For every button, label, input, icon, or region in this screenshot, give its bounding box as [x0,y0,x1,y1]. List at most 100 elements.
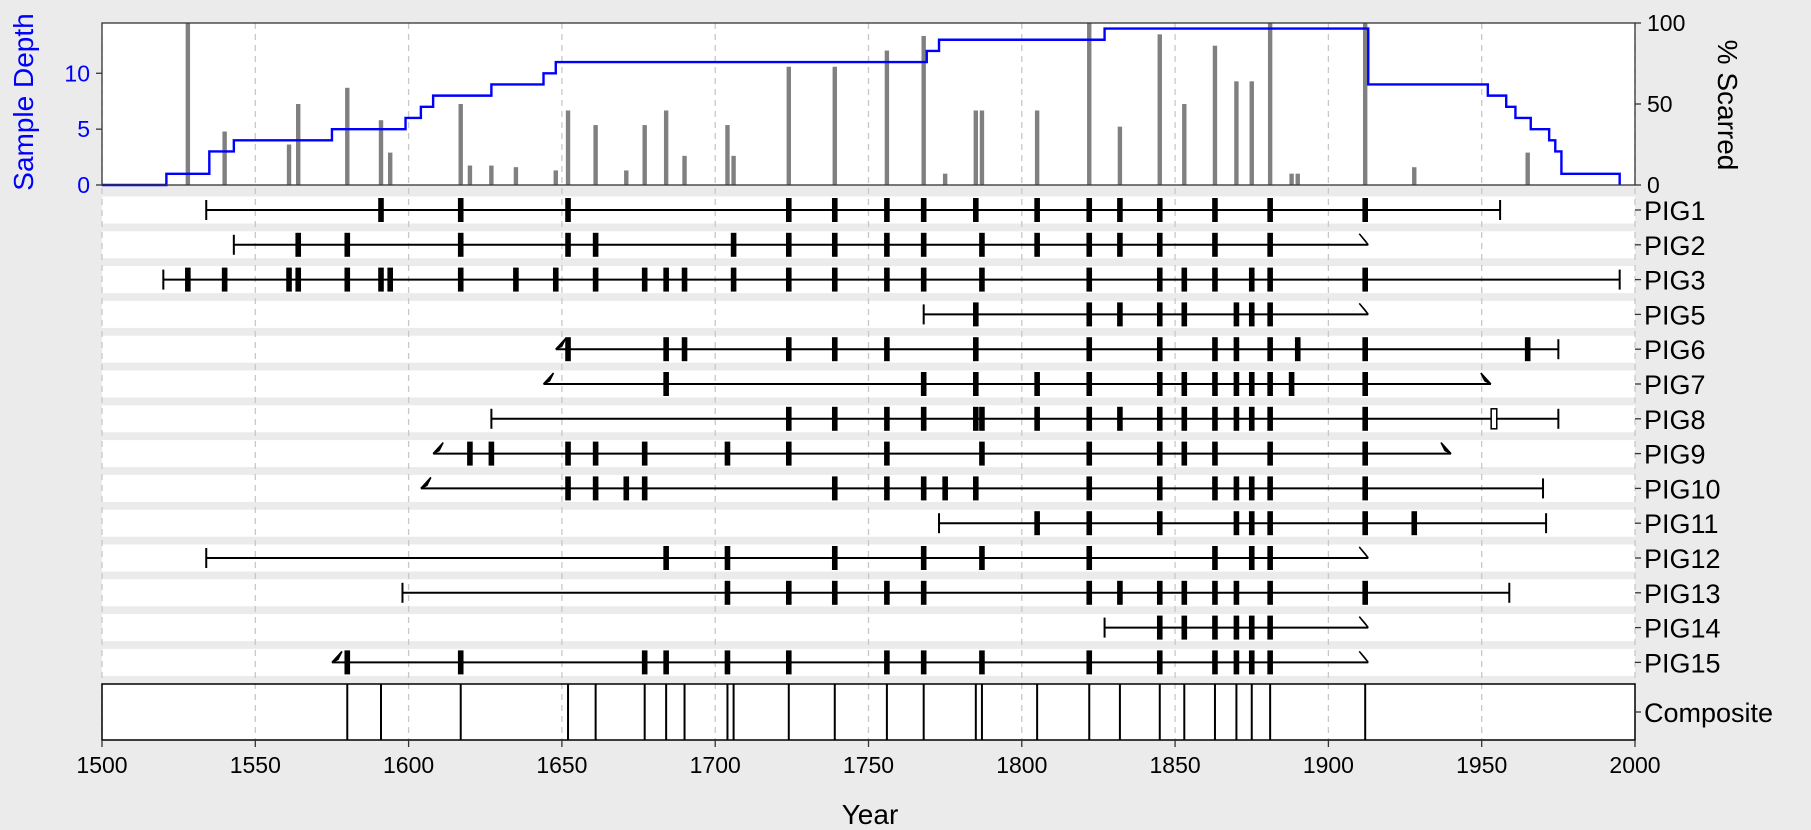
series-label: PIG6 [1644,335,1706,365]
fire-scar [831,476,838,501]
fire-scar [884,580,890,605]
fire-scar [1267,198,1273,222]
series-label: PIG15 [1644,648,1721,678]
percent-scarred-bar [1034,110,1040,185]
fire-scar [1156,650,1163,675]
fire-scar [884,650,890,675]
fire-scar [592,476,599,501]
fire-scar [884,198,890,222]
fire-scar [1212,441,1218,466]
fire-scar [973,372,979,396]
fire-scar [1117,302,1123,327]
fire-scar [1267,615,1273,640]
fire-scar [565,198,571,222]
fire-scar [973,198,979,222]
fire-scar [1267,232,1273,257]
percent-scarred-bar [1295,173,1300,185]
fire-scar [785,441,792,466]
vertical-gridlines [101,23,1636,740]
percent-scarred-bar [1157,34,1162,186]
series-label: PIG13 [1644,579,1721,609]
recorder-end-marker [1358,233,1369,246]
fire-scar [681,337,688,362]
inner-ring-marker [432,442,444,455]
fire-scar [979,546,985,570]
fire-scar [831,546,838,570]
fire-scar [467,441,473,466]
recorder-end-marker [1358,546,1369,559]
percent-scarred-bar [1289,173,1294,185]
percent-scarred-bar [553,170,558,185]
fire-scar [730,232,737,257]
percent-scarred-bar [786,66,791,185]
x-tick-label: 1600 [383,752,434,778]
fire-scar [1248,615,1255,640]
fire-scar [641,267,648,292]
x-tick-label: 1800 [996,752,1047,778]
fire-scar [565,337,571,362]
fire-scar [1524,337,1531,362]
fire-scar [1156,615,1163,640]
fire-scar [1181,267,1188,292]
left-y-tick-label: 10 [64,60,90,86]
fire-scar [592,232,599,257]
percent-scarred-bar [725,125,730,185]
fire-scar [1034,232,1040,257]
fire-scar [979,232,985,257]
fire-scar [1156,337,1163,362]
fire-scar [488,441,495,466]
x-tick-label: 1650 [536,752,587,778]
percent-scarred-bar [731,155,736,185]
fire-scar [785,267,792,292]
fire-scar [1086,476,1093,501]
fire-scar [1086,406,1093,431]
fire-scar [565,476,571,501]
fire-scar [344,650,351,675]
percent-scarred-bar [565,110,571,185]
composite-label: Composite [1644,698,1773,728]
recorder-end-marker [1358,650,1369,663]
percent-scarred-bar [663,110,669,185]
fire-scar [1156,232,1163,257]
fire-scar [1233,580,1240,605]
fire-scar [457,232,464,257]
fire-scar [1156,441,1163,466]
fire-scar [831,337,838,362]
fire-scar [920,650,927,675]
inner-ring-marker [555,337,567,350]
series-label: PIG10 [1644,474,1721,504]
series-label: PIG3 [1644,266,1706,296]
percent-scarred-bar [458,104,463,185]
fire-scar [663,546,669,570]
x-axis: 1500 1550 1600 1650 1700 1750 1800 1850 1900 1950… [76,740,1661,778]
fire-scar [1086,232,1093,257]
fire-scar [1233,511,1240,536]
fire-scar [920,198,927,222]
fire-scar [1212,372,1218,396]
fire-scar [884,441,890,466]
fire-scar [1117,232,1123,257]
right-y-tick-label: 100 [1647,10,1685,36]
percent-scarred-bar [489,165,494,185]
fire-scar [1362,476,1368,501]
inner-ring-marker [542,372,555,385]
fire-scar [295,267,302,292]
fire-scar [920,406,927,431]
fire-scar [979,267,985,292]
percent-scarred-bar [1412,167,1417,185]
percent-scarred-bar [921,35,926,186]
fire-scar [565,232,571,257]
percent-scarred-bar [296,104,301,185]
x-tick-label: 1900 [1303,752,1354,778]
fire-scar [344,232,351,257]
fire-scar [565,441,571,466]
fire-scar [831,232,838,257]
fire-scar [920,372,927,396]
fire-scar [663,267,669,292]
fire-scar [1156,476,1163,501]
percent-scarred-bar [1087,23,1092,185]
right-y-tick-label: 50 [1647,91,1673,117]
percent-scarred-bar [979,110,985,185]
fire-scar [552,267,559,292]
percent-scarred-bar [286,144,292,185]
